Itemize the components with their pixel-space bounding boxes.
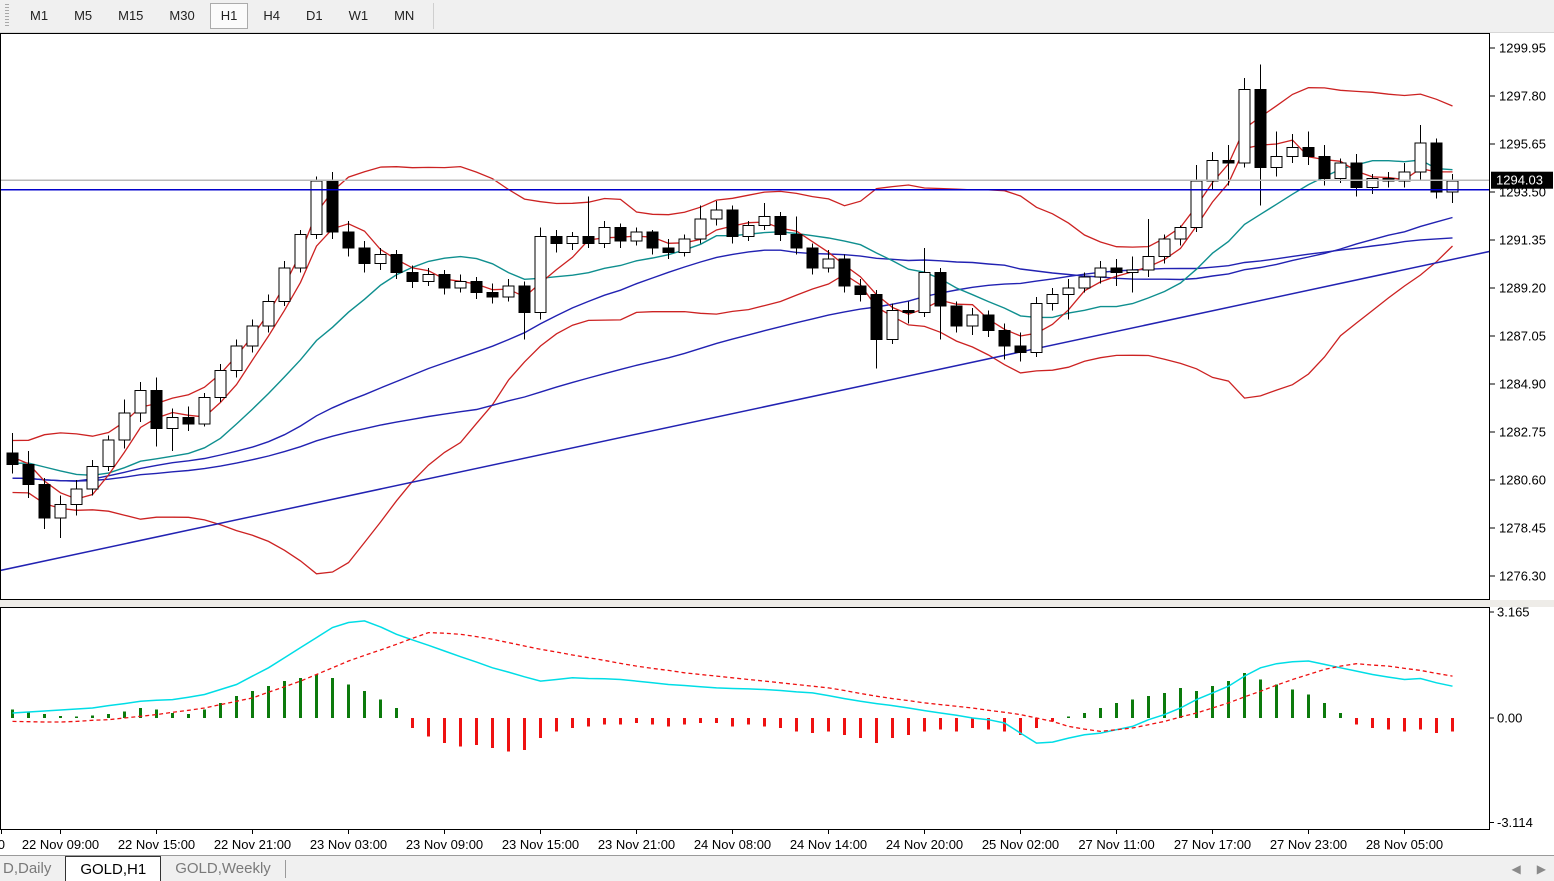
price-tick-label: 1299.95 xyxy=(1499,41,1546,56)
pane-splitter[interactable] xyxy=(0,600,1554,607)
time-tick-label: 22 Nov 09:00 xyxy=(22,837,99,852)
chart-tab-bar: D,Daily GOLD,H1 GOLD,Weekly ◀ ▶ xyxy=(0,855,1554,881)
timeframe-button-D1[interactable]: D1 xyxy=(305,8,323,23)
timeframe-button-M5[interactable]: M5 xyxy=(74,8,93,23)
price-tick-label: 1287.05 xyxy=(1499,329,1546,344)
main-pane-border xyxy=(0,33,1490,600)
price-tick-label: 1282.75 xyxy=(1499,425,1546,440)
tab-scroll-right-icon[interactable]: ▶ xyxy=(1536,862,1546,876)
price-tick-label: 1295.65 xyxy=(1499,137,1546,152)
time-tick-label: 24 Nov 08:00 xyxy=(694,837,771,852)
macd-tick-label: 3.165 xyxy=(1497,604,1530,619)
price-tick-label: 1289.20 xyxy=(1499,281,1546,296)
tab-separator xyxy=(284,860,286,878)
macd-tick-label: 0.00 xyxy=(1497,711,1522,726)
macd-pane-border xyxy=(0,607,1490,830)
price-axis[interactable]: 1299.951297.801295.651293.501291.351289.… xyxy=(1490,41,1546,584)
main-pane xyxy=(0,33,1490,600)
time-tick-label: 23 Nov 09:00 xyxy=(406,837,483,852)
timeframe-button-M1[interactable]: M1 xyxy=(30,8,49,23)
time-tick-label: 0 xyxy=(0,837,5,852)
macd-histogram xyxy=(11,672,1454,752)
current-price-value: 1294.03 xyxy=(1496,173,1543,188)
tab-gold-h1[interactable]: GOLD,H1 xyxy=(65,856,162,881)
time-tick-label: 23 Nov 15:00 xyxy=(502,837,579,852)
toolbar-separator xyxy=(433,3,435,29)
macd-lines xyxy=(12,620,1453,744)
time-tick-label: 22 Nov 15:00 xyxy=(118,837,195,852)
time-tick-label: 23 Nov 21:00 xyxy=(598,837,675,852)
current-price-label: 1294.03 xyxy=(1491,171,1553,189)
macd-pane xyxy=(0,607,1490,830)
price-tick-label: 1291.35 xyxy=(1499,233,1546,248)
time-tick-label: 22 Nov 21:00 xyxy=(214,837,291,852)
time-tick-label: 27 Nov 17:00 xyxy=(1174,837,1251,852)
indicator-overlays xyxy=(1,87,1489,575)
time-tick-label: 24 Nov 20:00 xyxy=(886,837,963,852)
timeframe-button-MN[interactable]: MN xyxy=(394,8,415,23)
candlestick-series xyxy=(6,64,1459,539)
macd-axis[interactable]: 3.165 0.00 -3.114 xyxy=(1490,604,1533,830)
macd-tick-label: -3.114 xyxy=(1497,815,1533,830)
time-tick-label: 27 Nov 11:00 xyxy=(1078,837,1154,852)
timeframe-button-M30[interactable]: M30 xyxy=(169,8,195,23)
time-tick-label: 27 Nov 23:00 xyxy=(1270,837,1347,852)
timeframe-button-H1[interactable]: H1 xyxy=(209,3,249,29)
time-tick-label: 25 Nov 02:00 xyxy=(982,837,1059,852)
timeframe-toolbar: M1 M5 M15 M30 H1 H4 D1 W1 MN xyxy=(0,0,1554,33)
timeframe-button-W1[interactable]: W1 xyxy=(348,8,369,23)
time-tick-label: 28 Nov 05:00 xyxy=(1366,837,1443,852)
price-tick-label: 1297.80 xyxy=(1499,89,1546,104)
horizontal-price-lines[interactable] xyxy=(0,179,1490,191)
time-axis[interactable]: 0 22 Nov 09:00 22 Nov 15:00 22 Nov 21:00 23 … xyxy=(0,830,1443,852)
tab-scroll-left-icon[interactable]: ◀ xyxy=(1511,862,1521,876)
time-tick-label: 24 Nov 14:00 xyxy=(790,837,867,852)
chart-area[interactable]: 1299.951297.801295.651293.501291.351289.… xyxy=(0,33,1554,855)
tab-gold-weekly[interactable]: GOLD,Weekly xyxy=(175,860,271,877)
tab-d-daily[interactable]: D,Daily xyxy=(3,860,52,877)
time-tick-label: 23 Nov 03:00 xyxy=(310,837,387,852)
price-tick-label: 1278.45 xyxy=(1499,521,1546,536)
toolbar-drag-handle[interactable] xyxy=(5,4,9,28)
timeframe-button-M15[interactable]: M15 xyxy=(118,8,144,23)
price-tick-label: 1276.30 xyxy=(1499,569,1546,584)
timeframe-button-H4[interactable]: H4 xyxy=(263,8,280,23)
price-tick-label: 1280.60 xyxy=(1499,473,1546,488)
price-tick-label: 1284.90 xyxy=(1499,377,1546,392)
